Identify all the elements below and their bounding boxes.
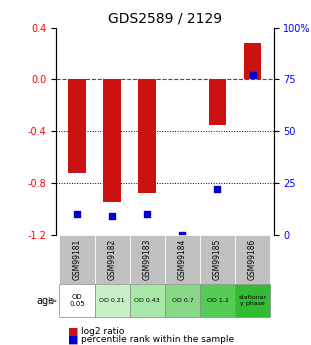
FancyBboxPatch shape <box>165 284 200 317</box>
Text: GSM99185: GSM99185 <box>213 239 222 280</box>
Point <box>180 232 185 237</box>
Text: age: age <box>36 296 54 306</box>
Text: GSM99181: GSM99181 <box>72 239 81 280</box>
Bar <box>103 79 121 202</box>
Text: percentile rank within the sample: percentile rank within the sample <box>81 335 234 344</box>
FancyBboxPatch shape <box>235 284 270 317</box>
FancyBboxPatch shape <box>165 235 200 284</box>
Bar <box>244 43 261 79</box>
FancyBboxPatch shape <box>200 235 235 284</box>
Text: GSM99183: GSM99183 <box>143 239 152 280</box>
FancyBboxPatch shape <box>59 284 95 317</box>
Text: stationar
y phase: stationar y phase <box>239 295 267 306</box>
Bar <box>209 79 226 125</box>
Text: GSM99186: GSM99186 <box>248 239 257 280</box>
Bar <box>138 79 156 193</box>
Text: ■: ■ <box>68 335 79 345</box>
FancyBboxPatch shape <box>130 284 165 317</box>
FancyBboxPatch shape <box>95 235 130 284</box>
FancyBboxPatch shape <box>235 235 270 284</box>
FancyBboxPatch shape <box>200 284 235 317</box>
FancyBboxPatch shape <box>130 235 165 284</box>
FancyBboxPatch shape <box>59 235 95 284</box>
Text: OD
0.05: OD 0.05 <box>69 294 85 307</box>
Text: OD 0.43: OD 0.43 <box>134 298 160 303</box>
Text: GSM99182: GSM99182 <box>108 239 117 280</box>
Point <box>75 211 80 217</box>
Title: GDS2589 / 2129: GDS2589 / 2129 <box>108 11 222 25</box>
Bar <box>68 79 86 172</box>
Point <box>250 72 255 78</box>
Point <box>145 211 150 217</box>
Text: OD 0.7: OD 0.7 <box>171 298 193 303</box>
Point <box>215 186 220 192</box>
Text: OD 1.2: OD 1.2 <box>207 298 228 303</box>
Point <box>110 213 115 219</box>
FancyBboxPatch shape <box>95 284 130 317</box>
Text: GSM99184: GSM99184 <box>178 239 187 280</box>
Text: ■: ■ <box>68 326 79 336</box>
Text: log2 ratio: log2 ratio <box>81 327 124 336</box>
Text: OD 0.21: OD 0.21 <box>99 298 125 303</box>
